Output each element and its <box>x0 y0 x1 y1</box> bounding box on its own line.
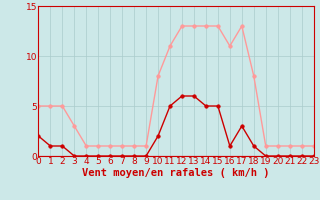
X-axis label: Vent moyen/en rafales ( km/h ): Vent moyen/en rafales ( km/h ) <box>82 168 270 178</box>
